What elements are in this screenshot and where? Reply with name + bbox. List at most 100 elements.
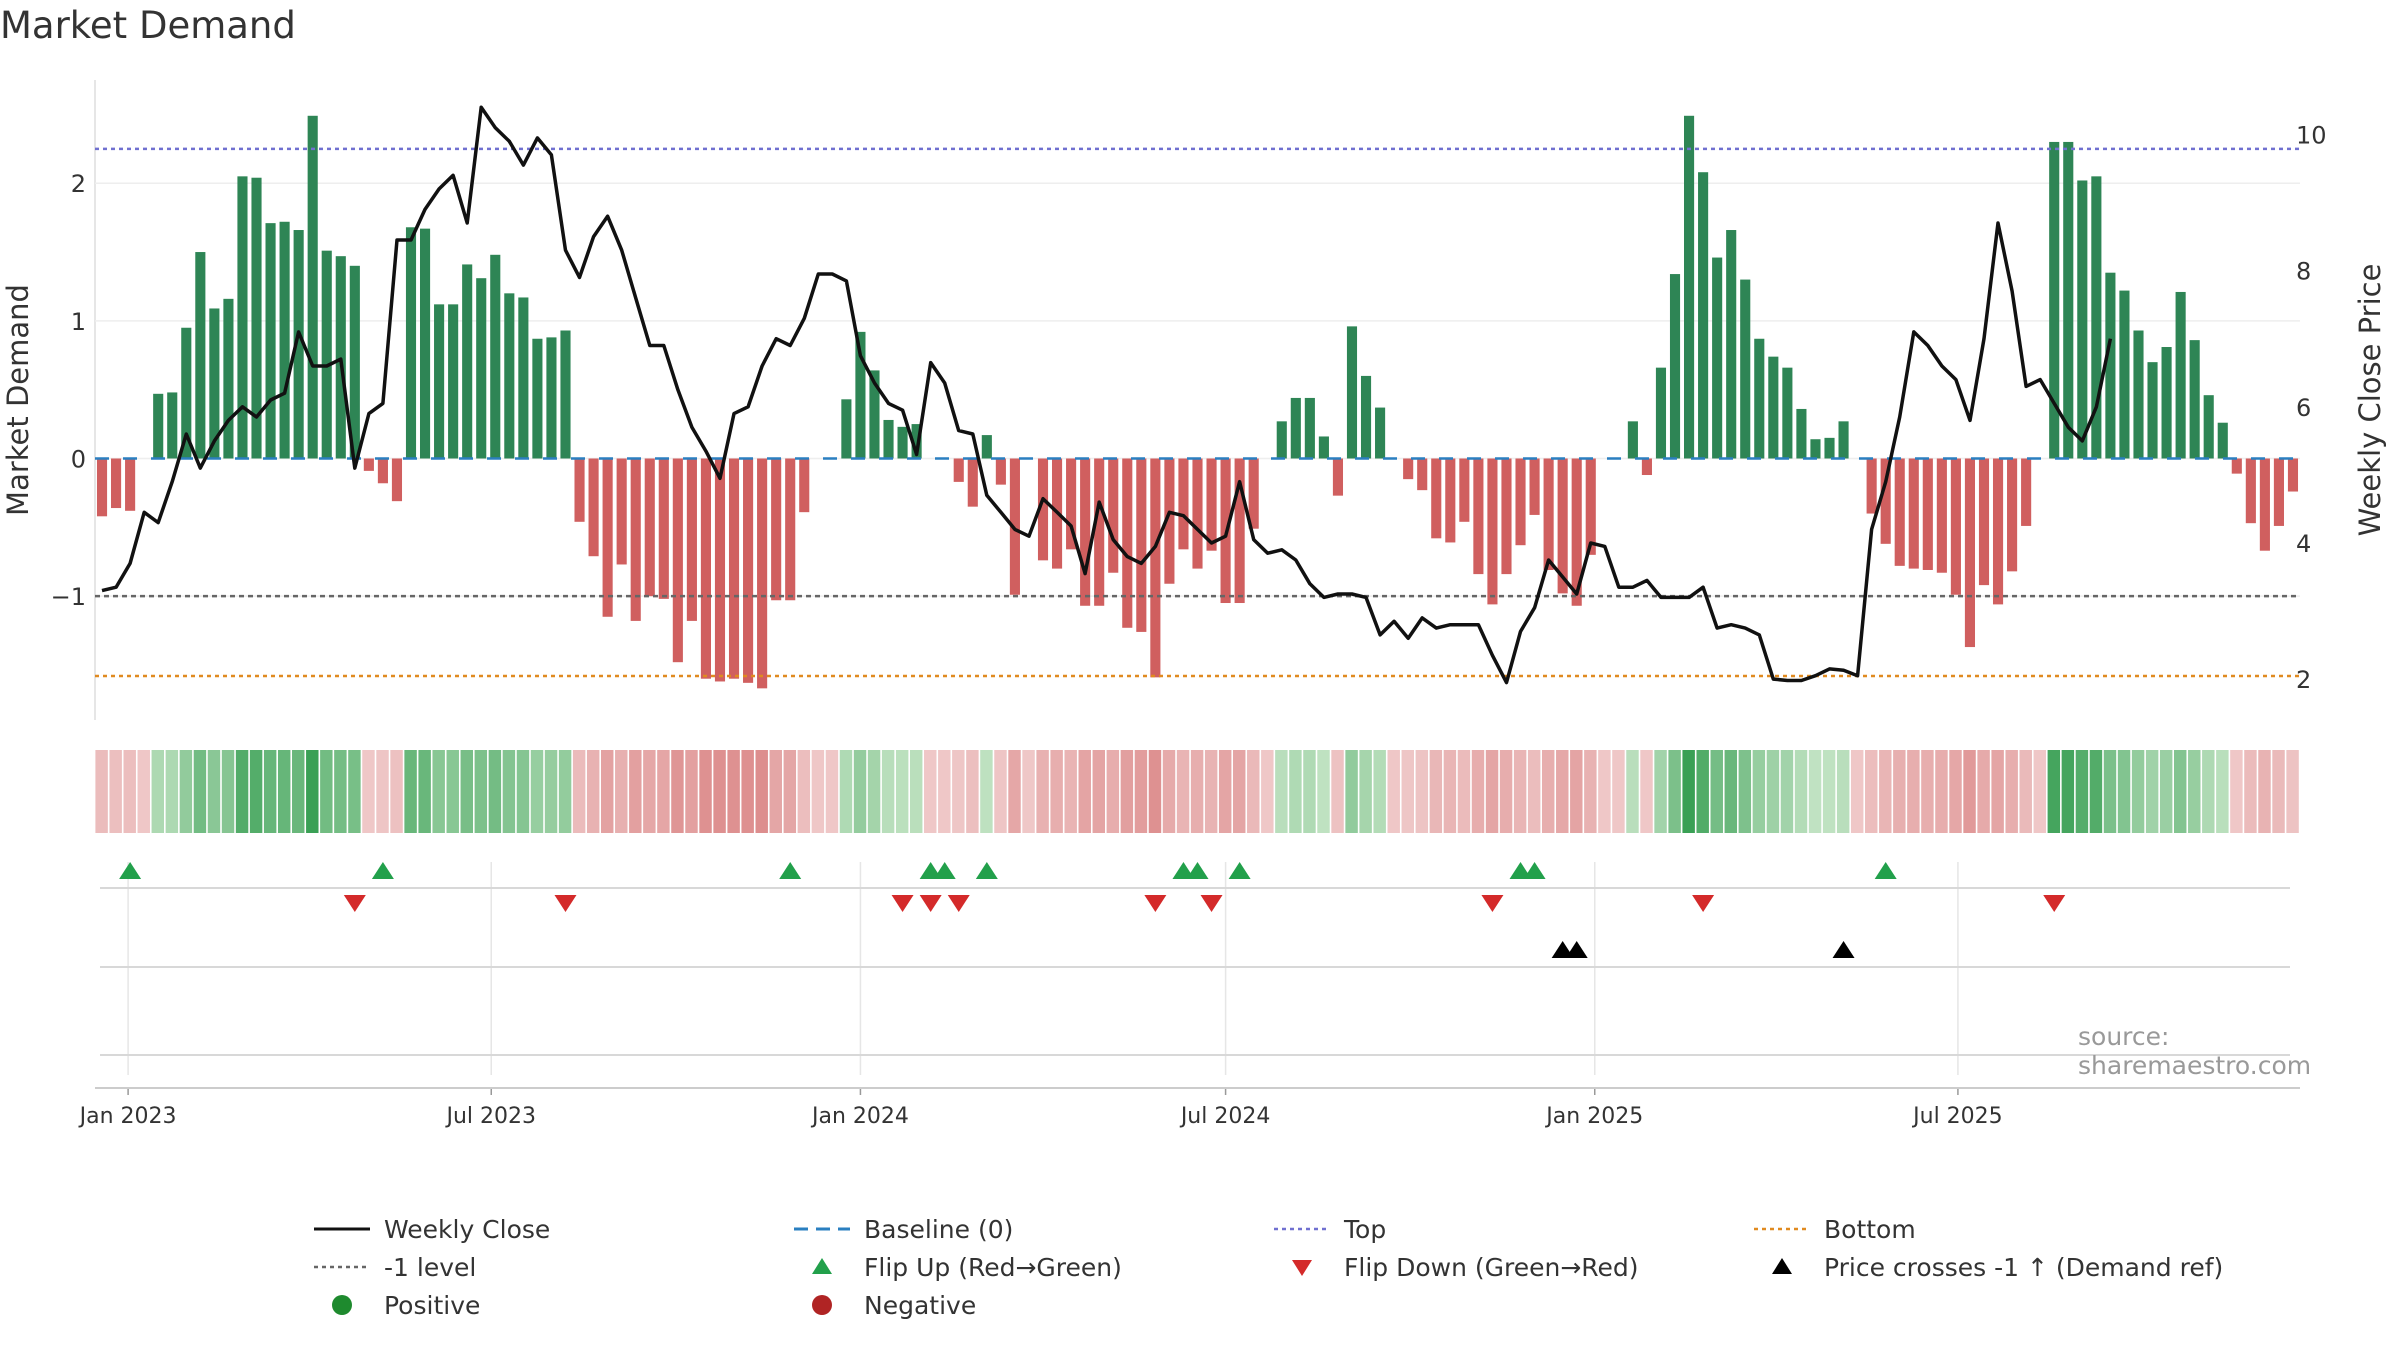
- demand-bar: [349, 265, 360, 459]
- y2-tick-label: 6: [2296, 394, 2311, 422]
- y2-tick-label: 4: [2296, 530, 2311, 558]
- strip-cell: [123, 750, 136, 833]
- legend-label: Baseline (0): [864, 1214, 1014, 1244]
- strip-cell: [1780, 750, 1794, 833]
- demand-bar: [785, 458, 796, 601]
- demand-bar: [111, 458, 122, 509]
- demand-bar: [1094, 458, 1105, 606]
- demand-bar: [1978, 458, 1990, 586]
- demand-bar: [1712, 257, 1723, 459]
- reference-lines: [95, 147, 2300, 678]
- demand-bar: [96, 458, 108, 517]
- strip-cell: [1640, 750, 1653, 833]
- demand-bar: [279, 221, 290, 459]
- strip-cell: [1064, 750, 1077, 833]
- demand-bar: [125, 458, 136, 511]
- demand-bar: [616, 458, 627, 565]
- strip-cell: [1626, 750, 1639, 833]
- strip-cell: [418, 750, 431, 833]
- y2-tick-label: 2: [2296, 666, 2311, 694]
- demand-bar: [630, 458, 641, 621]
- strip-cell: [2244, 750, 2257, 833]
- strip-cell: [2061, 750, 2075, 833]
- event-markers: [95, 862, 2300, 1089]
- demand-bar: [363, 458, 374, 471]
- strip-cell: [1162, 750, 1176, 833]
- strip-cell: [404, 750, 417, 833]
- y-tick-label: 0: [71, 445, 86, 473]
- strip-cell: [263, 750, 277, 833]
- strip-cell: [432, 750, 445, 833]
- strip-cell: [2089, 750, 2103, 833]
- strip-cell: [839, 750, 853, 833]
- legend-label: Positive: [384, 1290, 481, 1320]
- strip-cell: [1738, 750, 1752, 833]
- strip-cell: [1345, 750, 1358, 833]
- y-axis-label: Market Demand: [1, 284, 35, 516]
- strip-cell: [1485, 750, 1499, 833]
- strip-cell: [615, 750, 628, 833]
- strip-cell: [179, 750, 193, 833]
- strip-cell: [1668, 750, 1681, 833]
- demand-bar: [1684, 115, 1695, 459]
- legend-label: Negative: [864, 1290, 977, 1320]
- strip-cell: [1401, 750, 1414, 833]
- price-cross-marker: [1832, 941, 1855, 958]
- strip-cell: [924, 750, 937, 833]
- strip-cell: [1176, 750, 1190, 833]
- demand-bar: [714, 458, 726, 682]
- strip-cell: [1710, 750, 1723, 833]
- demand-bar: [434, 304, 445, 459]
- demand-bar: [2021, 458, 2032, 526]
- demand-bar: [2063, 141, 2074, 459]
- demand-bar: [841, 399, 852, 459]
- demand-bar: [1360, 375, 1372, 459]
- strip-cell: [1050, 750, 1063, 833]
- demand-bar: [1824, 437, 1835, 459]
- strip-cell: [1808, 750, 1822, 833]
- strip-cell: [320, 750, 333, 833]
- demand-bar: [2189, 340, 2200, 459]
- demand-heat-strip: [95, 750, 2299, 833]
- demand-bar: [335, 256, 346, 459]
- legend-item-negative: Negative: [790, 1290, 976, 1320]
- demand-bar: [1346, 326, 1358, 459]
- demand-bar: [1880, 458, 1891, 544]
- demand-bar: [574, 458, 585, 522]
- strip-cell: [1261, 750, 1274, 833]
- demand-bar: [2217, 422, 2228, 459]
- strip-cell: [249, 750, 263, 833]
- strip-cell: [235, 750, 249, 833]
- demand-bar: [981, 435, 992, 459]
- strip-cell: [867, 750, 881, 833]
- demand-bar: [1122, 458, 1133, 628]
- demand-bar: [1936, 458, 1947, 573]
- demand-bar: [518, 297, 529, 459]
- strip-cell: [1036, 750, 1049, 833]
- demand-bar: [209, 308, 220, 459]
- demand-bar: [490, 254, 501, 459]
- demand-bar: [953, 458, 964, 482]
- legend-item-price-cross: Price crosses -1 ↑ (Demand ref): [1750, 1252, 2223, 1282]
- demand-bar: [1080, 458, 1091, 606]
- flip-down-marker: [2043, 895, 2066, 912]
- strip-cell: [1963, 750, 1976, 833]
- demand-bar: [2091, 176, 2102, 459]
- demand-bar: [967, 458, 978, 507]
- strip-cell: [741, 750, 754, 833]
- demand-bar: [448, 304, 459, 459]
- demand-bar: [1754, 338, 1765, 459]
- demand-bar: [504, 293, 515, 459]
- strip-cell: [1766, 750, 1780, 833]
- strip-cell: [699, 750, 712, 833]
- strip-cell: [2258, 750, 2271, 833]
- strip-cell: [755, 750, 768, 833]
- strip-cell: [1471, 750, 1485, 833]
- strip-cell: [1752, 750, 1766, 833]
- flip-up-marker: [371, 862, 394, 879]
- strip-cell: [895, 750, 909, 833]
- flip-up-marker: [1874, 862, 1897, 879]
- flip-up-marker: [975, 862, 998, 879]
- strip-cell: [2047, 750, 2061, 833]
- strip-cell: [1373, 750, 1386, 833]
